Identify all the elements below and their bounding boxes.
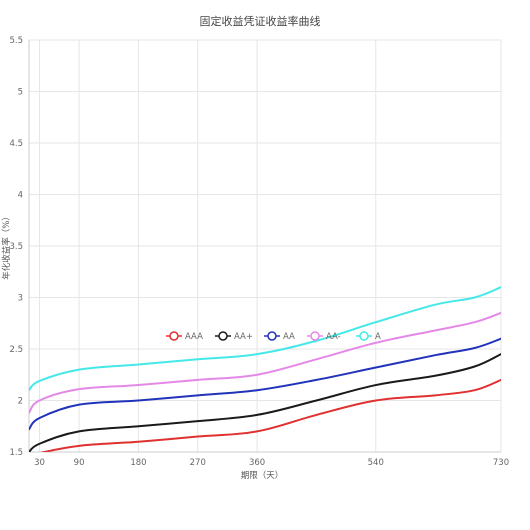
x-axis-title: 期限（天） <box>241 470 284 481</box>
legend-label: AA <box>283 332 295 342</box>
legend-item-aa-plus[interactable]: AA+ <box>215 331 253 342</box>
x-tick-label: 270 <box>190 458 206 468</box>
legend-marker-icon <box>267 331 277 341</box>
series-layer <box>29 286 501 452</box>
series-line-aa-minus <box>29 311 501 414</box>
series-line-aaa <box>39 378 501 452</box>
x-tick-label: 360 <box>249 458 265 468</box>
y-tick-label: 5.5 <box>9 36 23 46</box>
legend-item-aaa[interactable]: AAA <box>166 331 203 342</box>
x-tick-label: 730 <box>493 458 509 468</box>
y-tick-label: 5 <box>18 88 23 98</box>
legend-marker-icon <box>310 331 320 341</box>
legend[interactable]: AAA AA+ AA AA- A <box>166 331 381 342</box>
series-line-aa-plus <box>29 353 501 452</box>
legend-item-a[interactable]: A <box>356 331 381 342</box>
legend-label: AAA <box>185 332 203 342</box>
y-tick-label: 3 <box>18 294 23 304</box>
y-tick-label: 3.5 <box>9 242 23 252</box>
legend-marker-icon <box>218 331 228 341</box>
y-tick-label: 2 <box>18 397 23 407</box>
legend-marker-icon <box>169 331 179 341</box>
chart-title: 固定收益凭证收益率曲线 <box>200 14 321 28</box>
legend-label: AA+ <box>234 332 253 342</box>
axis-layer: 1.5 2 2.5 3 3.5 4 4.5 5 5.5 30 90 180 270 360 540 730 <box>9 36 509 468</box>
grid-layer <box>29 39 502 453</box>
y-tick-label: 4.5 <box>9 139 23 149</box>
x-tick-label: 540 <box>368 458 384 468</box>
series-line-a <box>29 286 501 392</box>
x-tick-label: 30 <box>34 458 45 468</box>
legend-marker-icon <box>359 331 369 341</box>
y-axis-title: 年化收益率（%） <box>1 212 12 280</box>
legend-item-aa-minus[interactable]: AA- <box>307 331 341 342</box>
legend-label: A <box>375 332 381 342</box>
legend-item-aa[interactable]: AA <box>264 331 295 342</box>
y-tick-label: 4 <box>18 191 23 201</box>
y-tick-label: 1.5 <box>9 448 23 458</box>
series-line-aa <box>29 337 501 431</box>
legend-label: AA- <box>326 332 341 342</box>
y-tick-label: 2.5 <box>9 345 23 355</box>
x-tick-label: 90 <box>74 458 85 468</box>
x-tick-label: 180 <box>130 458 146 468</box>
